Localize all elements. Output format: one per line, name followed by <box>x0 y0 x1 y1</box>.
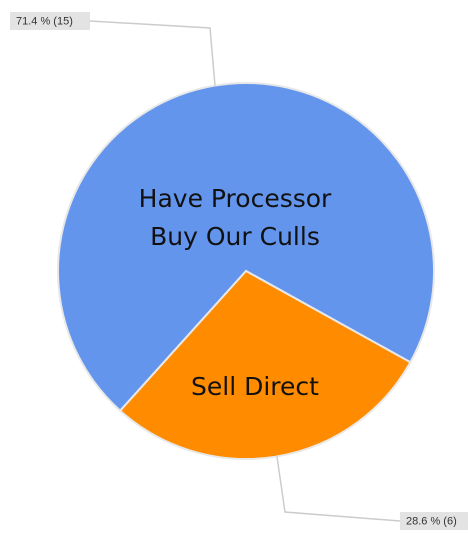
label-box <box>400 512 468 530</box>
leader-line <box>89 20 216 86</box>
slice-label: Sell Direct <box>191 372 319 401</box>
leader-line <box>276 456 401 522</box>
pie-slice <box>57 82 435 413</box>
slice-label: Have Processor Buy Our Culls <box>138 184 332 251</box>
label-box <box>10 12 90 30</box>
value-label: 28.6 % (6) <box>406 515 457 527</box>
value-label: 71.4 % (15) <box>16 15 73 27</box>
